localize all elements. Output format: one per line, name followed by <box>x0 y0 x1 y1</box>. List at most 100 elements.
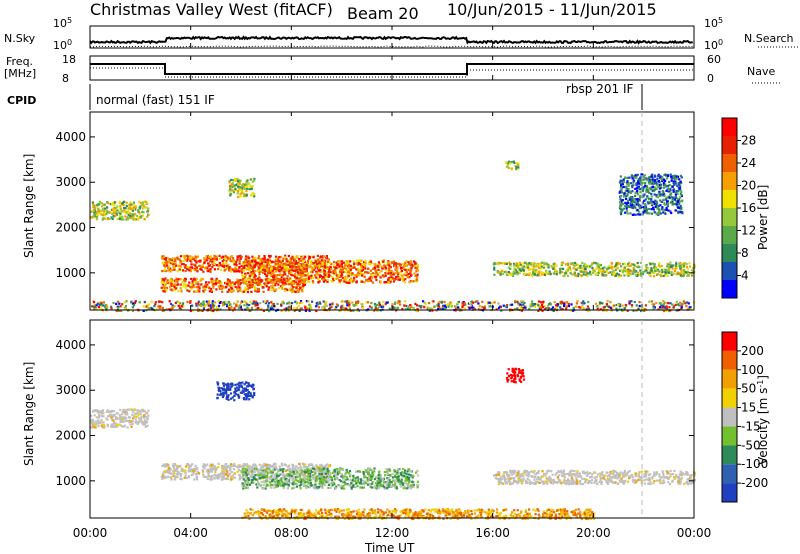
power-cell <box>646 271 649 274</box>
power-cell <box>391 261 394 264</box>
power-cell <box>668 187 671 190</box>
power-cell <box>347 260 350 263</box>
vel-cell <box>118 423 121 426</box>
power-cell <box>613 304 616 307</box>
power-cell <box>321 277 324 280</box>
power-cell <box>401 308 404 311</box>
power-cell <box>227 301 230 304</box>
power-cell <box>288 261 291 264</box>
power-cell <box>633 270 636 273</box>
power-cell <box>555 304 558 307</box>
power-cell <box>303 261 306 264</box>
power-cell <box>125 212 128 215</box>
power-cell <box>516 300 519 303</box>
power-cell <box>493 273 496 276</box>
power-cell <box>92 203 95 206</box>
power-cell <box>317 261 320 264</box>
power-cell <box>98 301 101 304</box>
power-cell <box>204 259 207 262</box>
power-cell <box>294 285 297 289</box>
power-cell <box>222 255 225 258</box>
power-cell <box>673 202 676 206</box>
power-cell <box>602 306 605 309</box>
power-cell <box>617 275 621 278</box>
power-cell <box>175 279 178 283</box>
power-cell <box>212 280 215 283</box>
power-cell <box>279 261 282 264</box>
power-cell <box>244 185 247 188</box>
power-cell <box>188 290 191 293</box>
power-cell <box>358 269 361 272</box>
power-cell <box>269 307 273 310</box>
power-cell <box>91 201 94 204</box>
power-cell <box>490 302 494 305</box>
power-cell <box>164 263 167 266</box>
power-cell <box>295 307 298 310</box>
power-cell <box>483 307 486 310</box>
power-cell <box>252 269 255 273</box>
power-cell <box>201 309 204 312</box>
vel-cell <box>119 415 122 419</box>
power-cell <box>357 273 360 277</box>
power-cell <box>253 179 256 182</box>
power-cell <box>280 275 283 279</box>
power-cell <box>647 188 650 191</box>
y-tick-label: 4000 <box>55 130 86 144</box>
power-cell <box>657 212 661 215</box>
power-cell <box>625 202 628 205</box>
power-cell <box>266 300 269 303</box>
power-cell <box>243 184 246 187</box>
power-cell <box>400 269 403 273</box>
power-cell <box>639 179 643 182</box>
power-cell <box>171 263 175 266</box>
power-cell <box>650 300 653 303</box>
power-cell <box>641 181 644 184</box>
power-cell <box>330 305 333 308</box>
power-cell <box>529 305 532 308</box>
power-cell <box>258 255 261 258</box>
power-cell <box>680 206 683 210</box>
power-cell <box>281 287 284 290</box>
power-cell <box>183 279 186 282</box>
power-cell <box>368 263 371 266</box>
power-cell <box>234 189 237 192</box>
power-cell <box>443 304 447 307</box>
power-cell <box>114 214 117 217</box>
power-cell <box>562 261 565 264</box>
power-cell <box>399 274 402 277</box>
vel-cell <box>145 416 148 419</box>
power-cell <box>111 202 114 205</box>
power-cell <box>690 274 694 277</box>
power-cell <box>295 266 298 269</box>
power-cell <box>673 198 676 201</box>
power-cell <box>618 307 621 311</box>
power-cell <box>397 276 400 279</box>
power-cell <box>652 190 655 193</box>
power-cell <box>288 264 292 267</box>
power-cell <box>333 265 336 268</box>
vel-cell <box>185 465 188 468</box>
power-cell <box>531 300 534 303</box>
vel-cell <box>177 471 181 474</box>
power-cell <box>303 280 306 283</box>
power-cell <box>301 270 304 273</box>
power-cell <box>387 277 390 280</box>
power-cell <box>605 303 608 306</box>
power-cell <box>92 305 96 308</box>
vel-cell <box>216 477 219 480</box>
power-cell <box>228 290 231 293</box>
power-cell <box>626 199 629 202</box>
power-cell <box>255 279 258 282</box>
power-cell <box>207 285 210 288</box>
power-cell <box>507 271 510 274</box>
power-cell <box>298 273 301 276</box>
power-cell <box>665 189 668 192</box>
power-cell <box>142 205 145 208</box>
power-cell <box>652 180 655 183</box>
vel-cell <box>92 410 95 413</box>
power-cell <box>189 309 192 312</box>
power-cell <box>254 257 257 260</box>
vel-cell <box>272 464 275 467</box>
power-cell <box>397 306 400 309</box>
power-cell <box>100 305 103 308</box>
